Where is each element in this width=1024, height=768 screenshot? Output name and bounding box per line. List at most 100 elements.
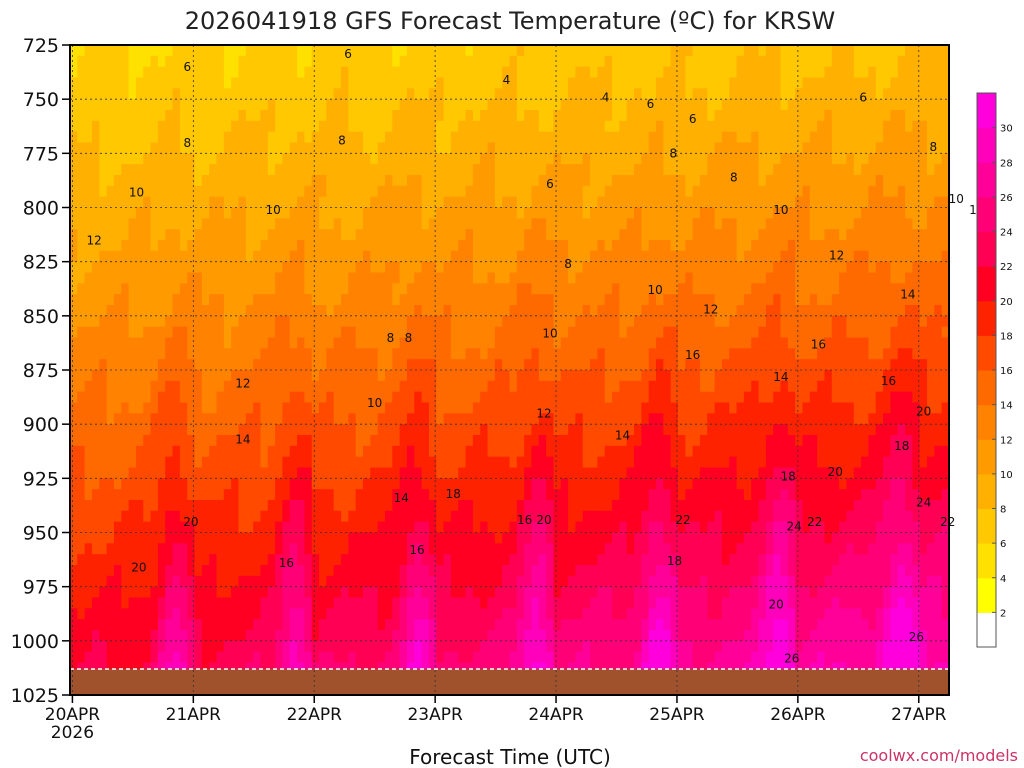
field-cell bbox=[253, 120, 262, 133]
field-cell bbox=[524, 218, 533, 230]
field-cell bbox=[106, 218, 115, 230]
field-cell bbox=[612, 272, 620, 284]
field-cell bbox=[194, 229, 203, 241]
field-cell bbox=[165, 55, 174, 68]
field-cell bbox=[414, 619, 423, 631]
field-cell bbox=[546, 630, 555, 642]
field-cell bbox=[238, 55, 247, 68]
field-cell bbox=[121, 640, 130, 653]
field-cell bbox=[304, 250, 313, 263]
field-cell bbox=[297, 554, 305, 566]
field-cell bbox=[590, 131, 598, 144]
field-cell bbox=[377, 619, 386, 631]
field-cell bbox=[399, 597, 408, 609]
field-cell bbox=[604, 597, 613, 609]
field-cell bbox=[150, 240, 159, 252]
field-cell bbox=[487, 110, 496, 122]
field-cell bbox=[91, 630, 100, 642]
field-cell bbox=[516, 240, 525, 252]
field-cell bbox=[421, 370, 430, 382]
field-cell bbox=[641, 207, 650, 219]
field-cell bbox=[341, 272, 349, 284]
field-cell bbox=[436, 391, 445, 404]
field-cell bbox=[414, 45, 423, 57]
field-cell bbox=[414, 175, 423, 187]
field-cell bbox=[289, 77, 298, 89]
field-cell bbox=[260, 153, 269, 165]
field-cell bbox=[516, 543, 525, 555]
field-cell bbox=[392, 120, 401, 133]
field-cell bbox=[319, 55, 327, 68]
field-cell bbox=[187, 521, 196, 534]
field-cell bbox=[106, 640, 115, 653]
field-cell bbox=[348, 478, 357, 490]
field-cell bbox=[648, 543, 657, 555]
field-cell bbox=[597, 554, 606, 566]
field-cell bbox=[341, 294, 349, 306]
field-cell bbox=[363, 261, 371, 274]
field-cell bbox=[311, 294, 320, 306]
field-cell bbox=[450, 337, 459, 349]
field-cell bbox=[106, 554, 115, 566]
field-cell bbox=[245, 489, 254, 501]
field-cell bbox=[604, 272, 613, 284]
field-cell bbox=[113, 565, 122, 577]
field-cell bbox=[619, 424, 628, 436]
field-cell bbox=[135, 630, 144, 642]
field-cell bbox=[231, 283, 240, 295]
field-cell bbox=[194, 110, 203, 122]
field-cell bbox=[502, 229, 511, 241]
field-cell bbox=[384, 175, 393, 187]
field-cell bbox=[99, 662, 108, 674]
field-cell bbox=[275, 489, 284, 501]
field-cell bbox=[333, 532, 342, 544]
field-cell bbox=[304, 207, 313, 219]
field-cell bbox=[480, 207, 489, 219]
field-cell bbox=[487, 510, 496, 523]
field-cell bbox=[275, 402, 284, 414]
field-cell bbox=[245, 630, 254, 642]
field-cell bbox=[267, 554, 276, 566]
field-cell bbox=[509, 445, 518, 458]
field-cell bbox=[612, 554, 620, 566]
field-cell bbox=[282, 294, 291, 306]
field-cell bbox=[553, 456, 562, 469]
field-cell bbox=[524, 532, 533, 544]
field-cell bbox=[275, 294, 284, 306]
field-cell bbox=[135, 185, 144, 198]
field-cell bbox=[150, 467, 159, 479]
field-cell bbox=[612, 651, 620, 664]
field-cell bbox=[516, 250, 525, 263]
field-cell bbox=[304, 445, 313, 458]
field-cell bbox=[480, 456, 489, 469]
field-cell bbox=[582, 120, 591, 133]
field-cell bbox=[77, 175, 86, 187]
field-cell bbox=[311, 196, 320, 209]
field-cell bbox=[670, 77, 679, 89]
field-cell bbox=[538, 66, 547, 79]
field-cell bbox=[582, 456, 591, 469]
field-cell bbox=[319, 510, 327, 523]
field-cell bbox=[289, 630, 298, 642]
field-cell bbox=[406, 196, 415, 209]
field-cell bbox=[494, 565, 503, 577]
field-cell bbox=[84, 619, 93, 631]
field-cell bbox=[634, 370, 642, 382]
field-cell bbox=[553, 521, 562, 534]
field-cell bbox=[626, 120, 635, 133]
field-cell bbox=[238, 608, 247, 620]
field-cell bbox=[77, 608, 86, 620]
field-cell bbox=[311, 424, 320, 436]
field-cell bbox=[194, 640, 203, 653]
field-cell bbox=[201, 651, 210, 664]
field-cell bbox=[319, 640, 327, 653]
field-cell bbox=[348, 337, 357, 349]
field-cell bbox=[201, 315, 210, 328]
field-cell bbox=[656, 380, 664, 393]
field-cell bbox=[546, 218, 555, 230]
field-cell bbox=[216, 608, 225, 620]
field-cell bbox=[502, 424, 511, 436]
field-cell bbox=[670, 66, 679, 79]
field-cell bbox=[487, 554, 496, 566]
field-cell bbox=[223, 435, 232, 447]
